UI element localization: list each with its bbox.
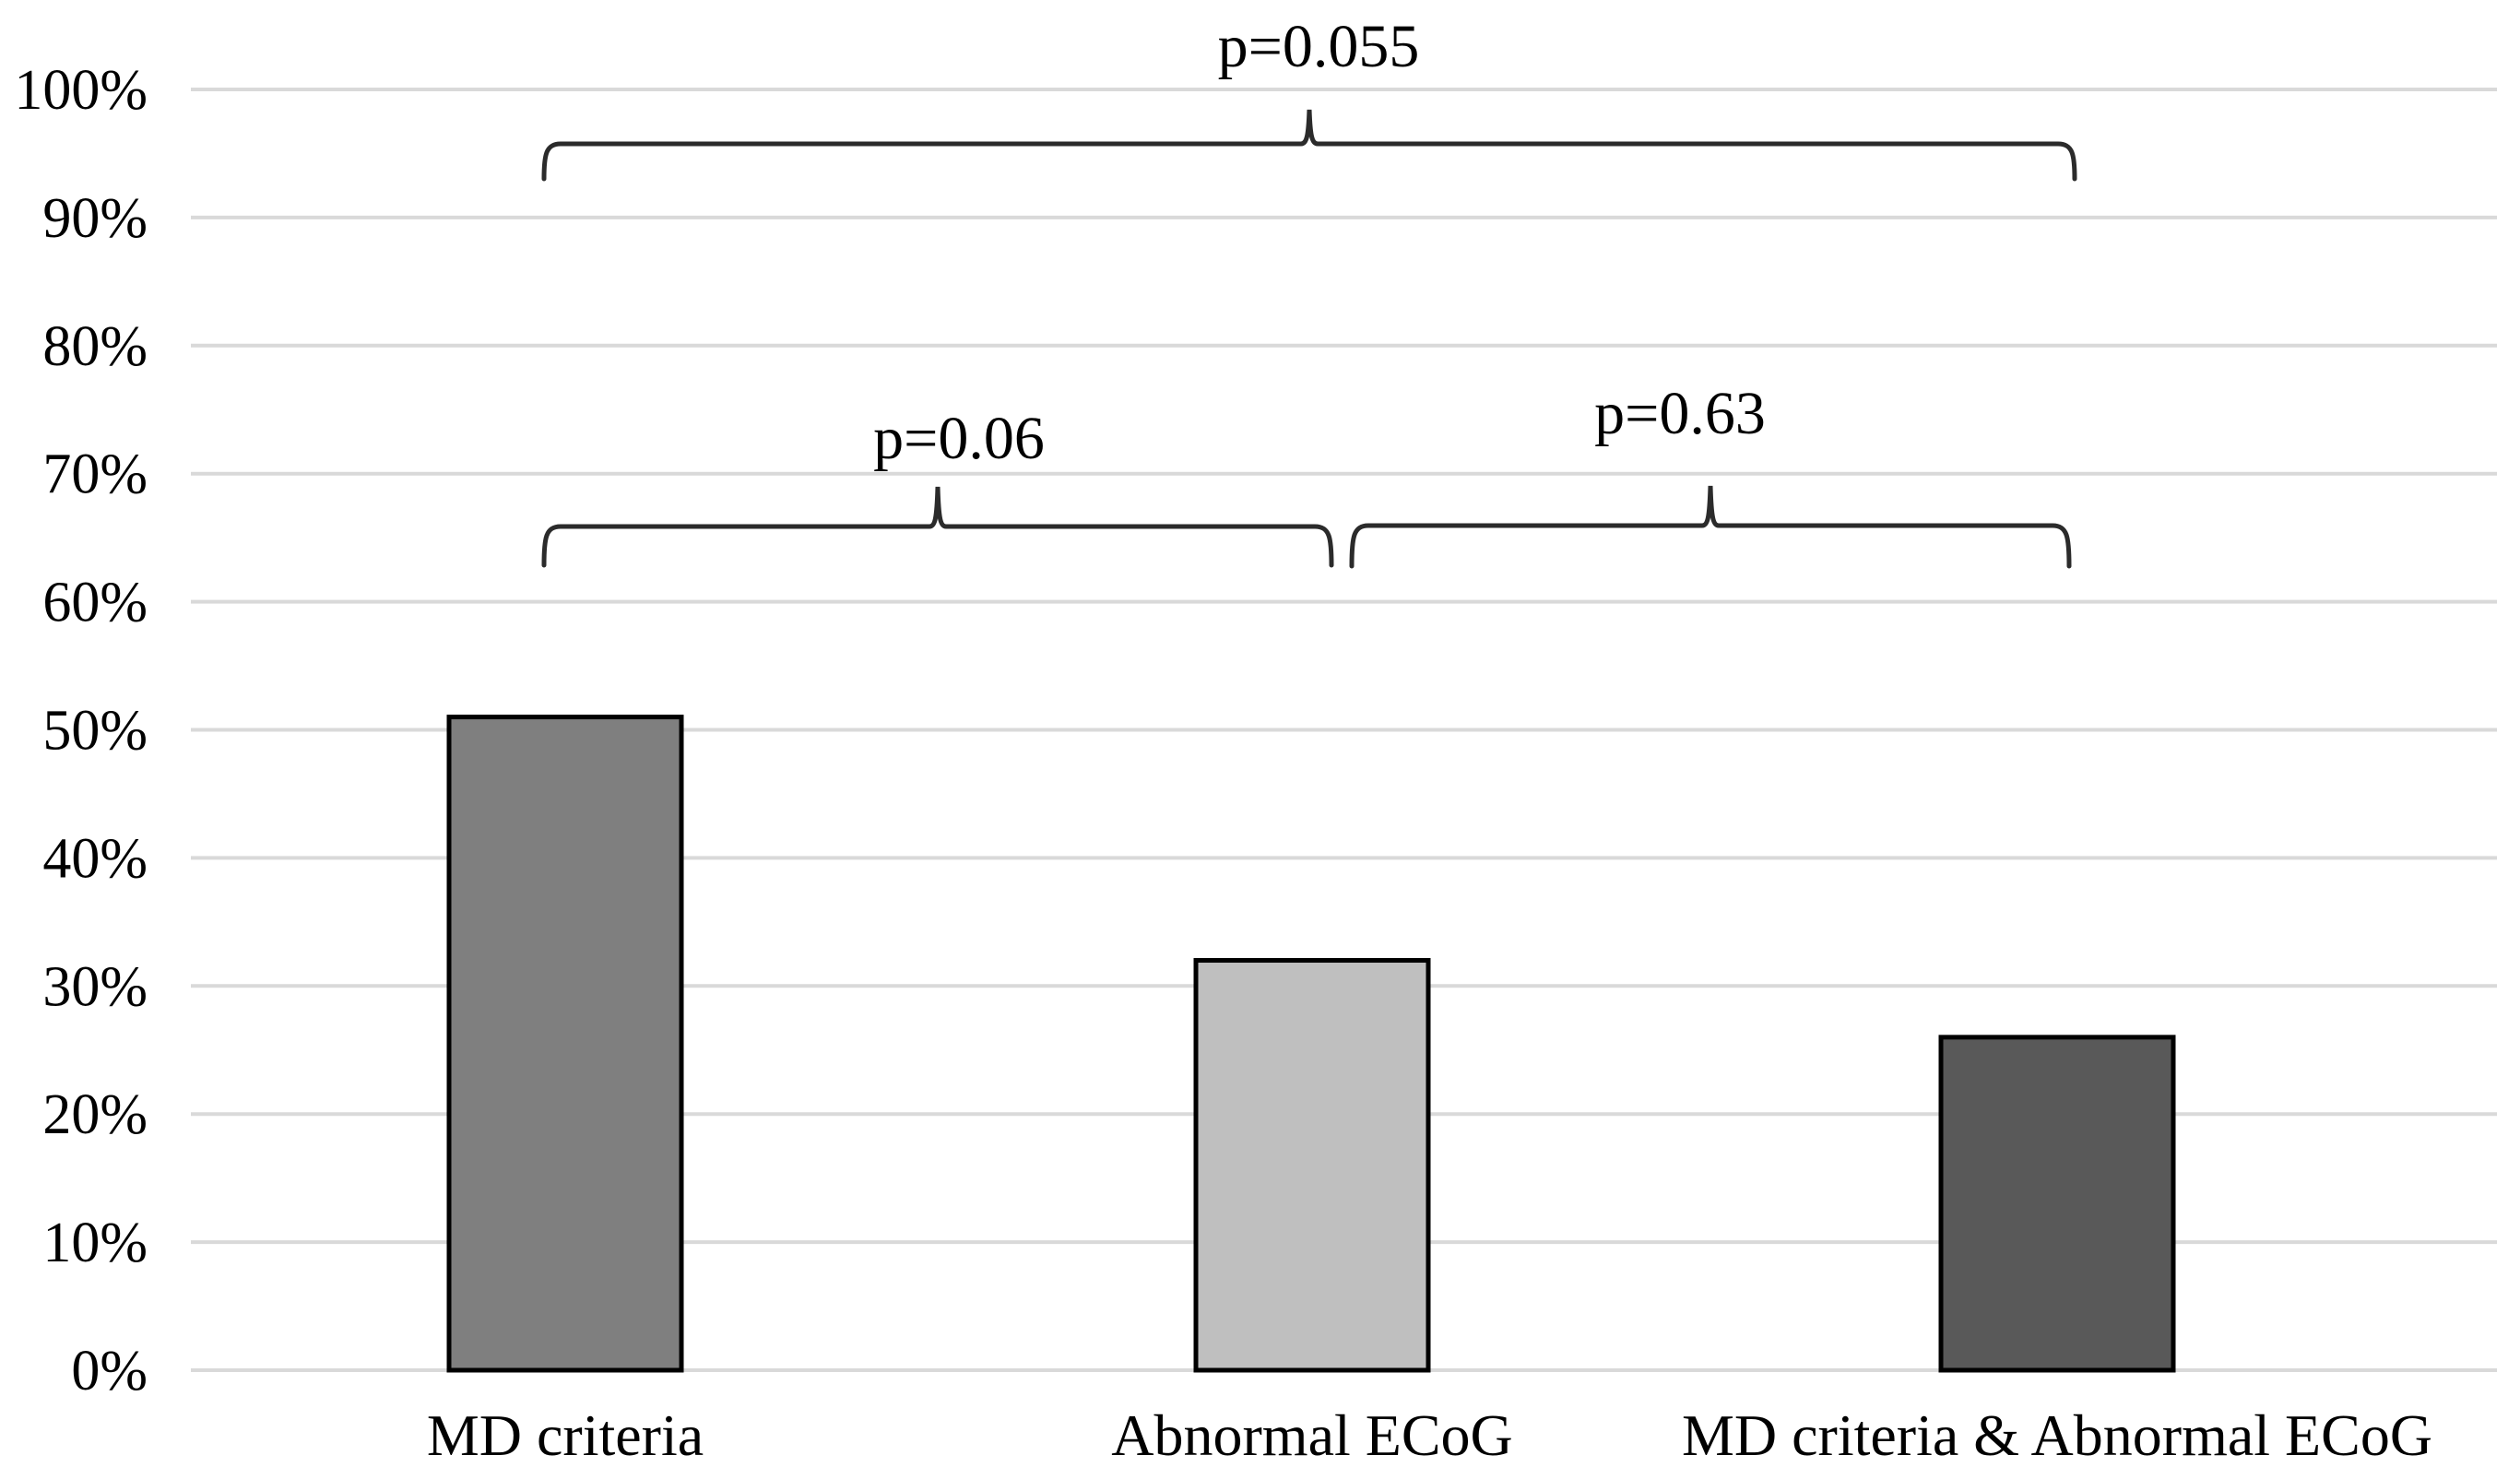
y-tick-label: 60% — [42, 572, 148, 634]
y-tick-label: 90% — [42, 187, 148, 250]
significance-brackets — [541, 109, 2077, 569]
bars — [446, 715, 2176, 1373]
bar-abnormal-ecog — [1193, 958, 1431, 1373]
significance-bracket-0 — [541, 109, 2077, 182]
p-value-label-overall: p=0.055 — [1218, 13, 1420, 80]
y-tick-label: 50% — [42, 700, 148, 763]
category-label: MD criteria — [427, 1402, 704, 1468]
y-tick-label: 70% — [42, 444, 148, 506]
y-tick-label: 30% — [42, 955, 148, 1018]
bar-md-criteria — [446, 715, 684, 1373]
significance-bracket-2 — [1349, 485, 2072, 569]
p-value-label-bar1-vs-bar2: p=0.06 — [873, 405, 1045, 472]
category-label: Abnormal ECoG — [1111, 1402, 1513, 1468]
significance-bracket-1 — [541, 486, 1334, 568]
category-label: MD criteria & Abnormal ECoG — [1682, 1402, 2432, 1468]
y-tick-label: 10% — [42, 1212, 148, 1274]
y-tick-label: 80% — [42, 315, 148, 378]
y-axis-tick-labels: 0% 10% 20% 30% 40% 50% 60% 70% 80% 90% 100% — [14, 59, 148, 1402]
y-tick-label: 40% — [42, 827, 148, 890]
x-axis-category-labels: MD criteria Abnormal ECoG MD criteria & Ab… — [427, 1402, 2432, 1468]
y-tick-label: 100% — [14, 59, 148, 122]
p-value-label-bar2-vs-bar3: p=0.63 — [1594, 380, 1766, 447]
y-tick-label: 20% — [42, 1083, 148, 1146]
y-tick-label: 0% — [71, 1340, 148, 1402]
bar-md-criteria-abnormal-ecog — [1938, 1035, 2176, 1373]
